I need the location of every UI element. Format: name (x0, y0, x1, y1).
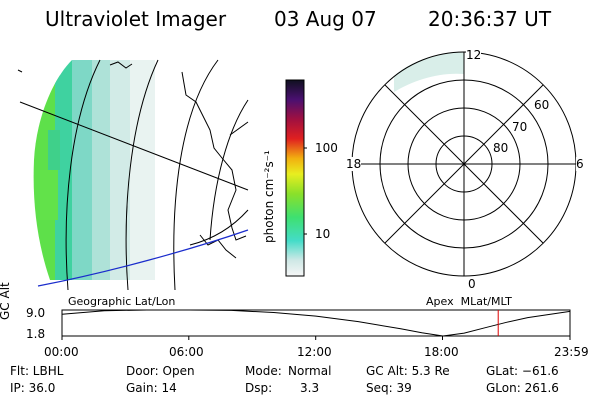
aurora-emission (33, 60, 155, 280)
mlat-label-80: 80 (493, 141, 509, 155)
mlat-label-70: 70 (512, 120, 528, 134)
altitude-series-line (61, 309, 571, 337)
x-tick-1800: 18:00 (424, 345, 459, 359)
y-tick-9: 9.0 (26, 306, 46, 320)
instrument-title: Ultraviolet Imager (45, 7, 227, 31)
coastline-south (199, 234, 237, 259)
colorbar-unit-label: photon cm⁻²s⁻¹ (262, 150, 276, 243)
uv-image-panel (17, 59, 249, 291)
polar-panel (351, 51, 577, 277)
footer-ip: IP: 36.0 (10, 381, 56, 395)
altitude-plot-frame (61, 309, 571, 337)
x-tick-1200: 12:00 (297, 345, 332, 359)
footer-gain: Gain: 14 (126, 381, 177, 395)
colorbar (285, 79, 307, 277)
colorbar-gradient (285, 79, 305, 277)
footer-mode-label: Mode: (245, 364, 282, 378)
mlt-label-12: 12 (466, 48, 482, 62)
footer-door: Door: Open (126, 364, 195, 378)
time-label: 20:36:37 UT (428, 7, 552, 31)
x-tick-0600: 06:00 (169, 345, 204, 359)
footer-filter: Flt: LBHL (10, 364, 64, 378)
trajectory-line (37, 229, 249, 287)
x-tick-0000: 00:00 (44, 345, 79, 359)
altitude-ylabel: GC Alt (0, 282, 12, 320)
graticule (19, 59, 249, 291)
polar-aurora-patch (394, 52, 464, 92)
mlat-label-60: 60 (534, 98, 550, 112)
coastline-north (109, 61, 133, 69)
x-tick-2359: 23:59 (554, 345, 589, 359)
footer-gc-alt: GC Alt: 5.3 Re (366, 364, 450, 378)
footer-glon: GLon: 261.6 (486, 381, 559, 395)
geographic-caption: Geographic Lat/Lon (68, 295, 176, 308)
date-label: 03 Aug 07 (274, 7, 377, 31)
mlt-label-0: 0 (468, 277, 476, 291)
altitude-plot (61, 309, 571, 340)
apex-caption: Apex MLat/MLT (426, 295, 512, 308)
footer-dsp-value: 3.3 (300, 381, 320, 395)
coastline-east (181, 71, 247, 241)
footer-glat: GLat: −61.6 (486, 364, 559, 378)
y-tick-1.8: 1.8 (26, 327, 46, 341)
footer-mode-value: Normal (288, 364, 332, 378)
footer-dsp-label: Dsp: (245, 381, 273, 395)
colorbar-tick-10: 10 (315, 227, 331, 241)
mlt-label-18: 18 (346, 157, 362, 171)
footer-seq: Seq: 39 (366, 381, 412, 395)
mlt-label-6: 6 (576, 157, 584, 171)
colorbar-tick-100: 100 (315, 141, 338, 155)
